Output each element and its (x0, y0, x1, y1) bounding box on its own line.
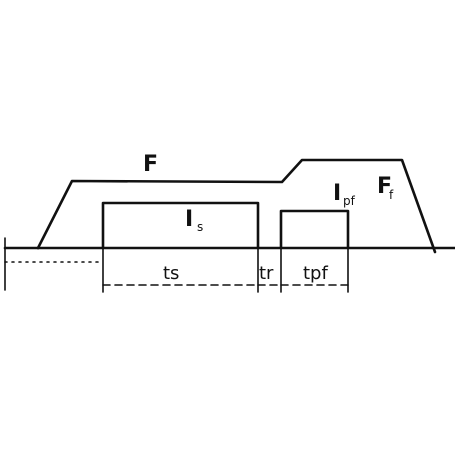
force-profile-line (36, 158, 437, 254)
final-force-subscript: f (389, 188, 394, 202)
squeeze-current-label: I (185, 207, 193, 232)
time-dimensions (4, 247, 349, 293)
squeeze-time-label: ts (163, 263, 179, 284)
postflow-current-subscript: pf (343, 194, 356, 208)
squeeze-current-pulse (101, 201, 260, 250)
diagram-labels: F F f I s I pf ts tr tpf (143, 152, 394, 284)
baseline (3, 237, 455, 291)
rise-time-label: tr (259, 263, 274, 284)
squeeze-pulse-line (101, 201, 260, 250)
postflow-current-label: I (333, 181, 341, 206)
postflow-pulse-line (279, 209, 350, 250)
force-curve (36, 158, 437, 254)
final-force-label: F (377, 174, 392, 199)
postflow-current-pulse (279, 209, 350, 250)
postflow-time-label: tpf (303, 263, 328, 284)
force-label: F (143, 152, 158, 177)
squeeze-current-subscript: s (197, 220, 203, 234)
